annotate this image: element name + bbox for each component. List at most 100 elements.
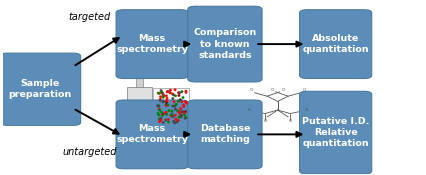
FancyBboxPatch shape	[116, 10, 188, 78]
Text: Mass
spectrometry: Mass spectrometry	[116, 124, 188, 144]
Point	[163, 94, 170, 97]
Text: O: O	[263, 119, 267, 123]
Point	[155, 105, 162, 108]
Point	[155, 92, 161, 94]
Point	[164, 104, 171, 106]
FancyBboxPatch shape	[188, 100, 262, 169]
Point	[160, 94, 167, 97]
Point	[176, 111, 182, 114]
Point	[160, 121, 167, 124]
Point	[178, 90, 185, 93]
Point	[173, 118, 179, 121]
Point	[178, 114, 185, 117]
Point	[159, 92, 166, 95]
Point	[172, 108, 179, 110]
Text: N: N	[248, 108, 251, 112]
Point	[158, 113, 165, 116]
Point	[170, 97, 176, 100]
Text: untargeted: untargeted	[63, 147, 117, 157]
Point	[164, 90, 171, 93]
Point	[159, 100, 166, 103]
Point	[160, 96, 167, 99]
Point	[163, 103, 170, 106]
Text: O: O	[289, 119, 292, 123]
Text: Comparison
to known
standards: Comparison to known standards	[193, 29, 256, 60]
Text: Putative I.D.
Relative
quantitation: Putative I.D. Relative quantitation	[302, 117, 369, 148]
Point	[162, 100, 169, 103]
Point	[176, 116, 182, 119]
Bar	[153, 88, 189, 125]
Point	[158, 118, 164, 121]
Point	[156, 108, 163, 111]
Point	[157, 95, 164, 98]
Point	[158, 117, 164, 120]
Point	[173, 103, 180, 106]
Point	[155, 104, 162, 107]
Point	[177, 114, 184, 116]
Point	[163, 111, 170, 114]
Point	[172, 104, 178, 107]
Point	[172, 88, 178, 91]
FancyBboxPatch shape	[299, 91, 372, 174]
Point	[180, 96, 187, 99]
Point	[163, 113, 170, 116]
Point	[177, 110, 184, 113]
Point	[172, 94, 179, 97]
Text: O: O	[249, 88, 253, 92]
Point	[177, 98, 184, 101]
Point	[155, 112, 161, 115]
Point	[170, 120, 177, 123]
Bar	[136, 75, 143, 88]
Point	[157, 99, 164, 102]
Point	[162, 119, 169, 121]
Text: O: O	[282, 88, 285, 92]
Point	[157, 98, 164, 101]
Point	[170, 100, 177, 103]
Point	[183, 91, 190, 94]
Point	[167, 92, 173, 94]
Point	[178, 111, 185, 114]
Point	[163, 101, 170, 104]
FancyBboxPatch shape	[299, 10, 372, 78]
Point	[163, 104, 170, 107]
Point	[181, 111, 188, 114]
Point	[180, 104, 187, 107]
Point	[159, 112, 166, 115]
Point	[181, 105, 187, 108]
FancyBboxPatch shape	[188, 6, 262, 82]
Point	[181, 114, 188, 116]
Point	[179, 110, 186, 113]
Point	[156, 120, 163, 123]
Point	[156, 118, 163, 120]
Point	[170, 93, 177, 96]
Point	[168, 114, 175, 116]
Point	[165, 118, 172, 121]
Text: Sample
preparation: Sample preparation	[9, 79, 72, 99]
Point	[178, 115, 184, 118]
Point	[175, 100, 182, 103]
Point	[170, 115, 176, 118]
FancyBboxPatch shape	[127, 87, 153, 123]
Point	[158, 91, 165, 94]
Point	[182, 110, 189, 113]
Point	[158, 111, 165, 114]
Point	[156, 92, 163, 95]
Text: O: O	[302, 88, 306, 92]
Point	[172, 121, 178, 124]
Point	[167, 89, 174, 92]
Point	[169, 110, 176, 113]
FancyBboxPatch shape	[116, 100, 188, 169]
Point	[158, 89, 164, 92]
Point	[175, 91, 182, 94]
Point	[176, 94, 182, 97]
Point	[174, 109, 181, 112]
Point	[158, 91, 165, 94]
Point	[159, 114, 166, 117]
Point	[165, 121, 172, 123]
Text: N: N	[304, 108, 308, 112]
Point	[165, 109, 172, 112]
Point	[183, 116, 190, 119]
Point	[161, 112, 168, 115]
Point	[169, 113, 176, 116]
Point	[178, 100, 185, 103]
